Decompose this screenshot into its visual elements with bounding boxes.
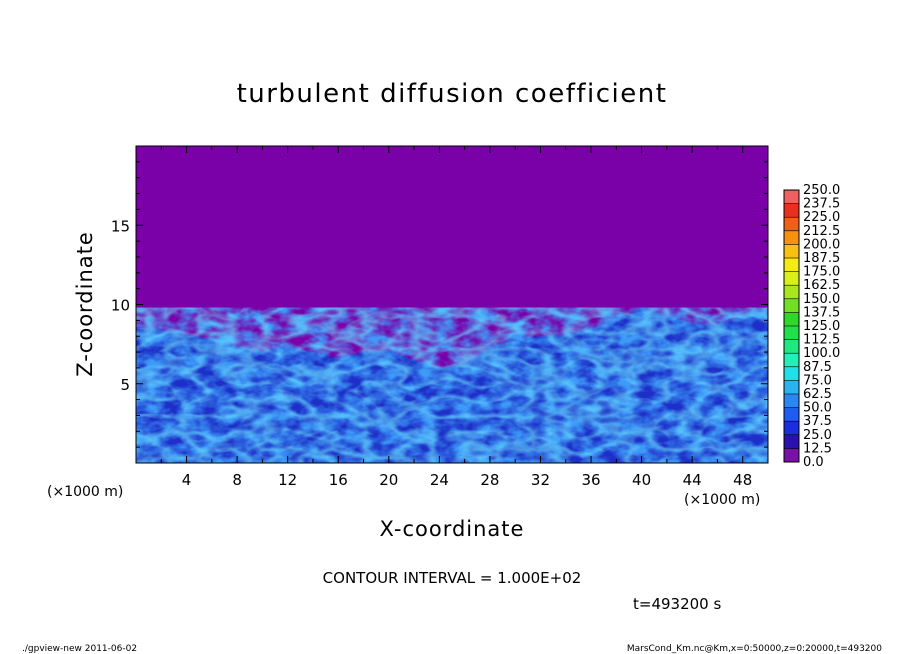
x-unit-left: (×1000 m) — [47, 484, 123, 500]
x-tick-label: 20 — [379, 471, 398, 489]
footer-left: ./gpview-new 2011-06-02 — [22, 644, 137, 654]
colorbar-label: 237.5 — [803, 197, 840, 212]
colorbar-swatch — [784, 271, 799, 286]
x-tick-label: 28 — [480, 471, 499, 489]
colorbar-swatch — [784, 421, 799, 436]
x-tick-label: 32 — [531, 471, 550, 489]
colorbar-label: 137.5 — [803, 305, 840, 320]
x-tick-label: 36 — [581, 471, 600, 489]
colorbar-label: 150.0 — [803, 292, 840, 307]
colorbar-swatch — [784, 366, 799, 381]
colorbar-label: 125.0 — [803, 319, 840, 334]
x-tick-label: 12 — [278, 471, 297, 489]
colorbar-label: 87.5 — [803, 360, 832, 375]
colorbar-label: 50.0 — [803, 401, 832, 416]
colorbar-swatch — [784, 394, 799, 408]
x-tick-label: 48 — [733, 471, 752, 489]
x-tick-label: 8 — [232, 471, 242, 489]
colorbar-swatch — [784, 326, 799, 340]
y-axis: 5 10 15 — [111, 161, 768, 448]
colorbar-swatch — [784, 380, 799, 395]
y-tick-label: 10 — [111, 297, 130, 315]
colorbar-swatch — [784, 244, 799, 259]
colorbar-label: 75.0 — [803, 373, 832, 388]
colorbar-label: 250.0 — [803, 183, 840, 198]
colorbar-label: 12.5 — [803, 441, 832, 456]
x-tick-label: 44 — [683, 471, 702, 489]
colorbar-label: 0.0 — [803, 455, 824, 470]
x-tick-label: 24 — [430, 471, 449, 489]
colorbar-label: 25.0 — [803, 428, 832, 443]
chart-title: turbulent diffusion coefficient — [237, 79, 668, 109]
colorbar-swatch — [784, 312, 799, 327]
footer-right: MarsCond_Km.nc@Km,x=0:50000,z=0:20000,t=… — [627, 644, 882, 654]
colorbar-label: 212.5 — [803, 224, 840, 239]
x-unit-right: (×1000 m) — [684, 492, 760, 508]
colorbar-swatch — [784, 353, 799, 368]
colorbar-swatch — [784, 258, 799, 272]
contour-interval: CONTOUR INTERVAL = 1.000E+02 — [323, 569, 582, 587]
colorbar-label: 200.0 — [803, 237, 840, 252]
colorbar-label: 62.5 — [803, 387, 832, 402]
colorbar-label: 37.5 — [803, 414, 832, 429]
colorbar-swatch — [784, 339, 799, 354]
x-tick-label: 16 — [329, 471, 348, 489]
colorbar-swatch — [784, 190, 799, 204]
colorbar-swatch — [784, 434, 799, 449]
y-tick-label: 15 — [111, 217, 130, 235]
colorbar-swatch — [784, 230, 799, 245]
x-tick-label: 4 — [182, 471, 192, 489]
time-label: t=493200 s — [633, 595, 721, 613]
turbulence-highlights — [136, 307, 768, 463]
y-axis-title: Z-coordinate — [73, 231, 97, 377]
colorbar: 0.012.525.037.550.062.575.087.5100.0112.… — [783, 183, 840, 470]
colorbar-swatch — [784, 448, 799, 463]
colorbar-label: 162.5 — [803, 278, 840, 293]
colorbar-swatch — [784, 407, 799, 422]
colorbar-label: 112.5 — [803, 333, 840, 348]
colorbar-label: 175.0 — [803, 265, 840, 280]
colorbar-swatch — [784, 203, 799, 218]
x-axis-title: X-coordinate — [380, 517, 525, 541]
colorbar-label: 100.0 — [803, 346, 840, 361]
y-tick-label: 5 — [120, 376, 130, 394]
colorbar-swatch — [784, 217, 799, 232]
colorbar-label: 187.5 — [803, 251, 840, 266]
colorbar-swatch — [784, 285, 799, 300]
turbulent-layer — [136, 307, 768, 463]
colorbar-swatch — [784, 298, 799, 313]
x-axis: 4 8 12 16 20 24 28 32 36 40 44 48 — [160, 146, 752, 489]
plot-area — [136, 146, 768, 463]
x-tick-label: 40 — [632, 471, 651, 489]
colorbar-label: 225.0 — [803, 210, 840, 225]
